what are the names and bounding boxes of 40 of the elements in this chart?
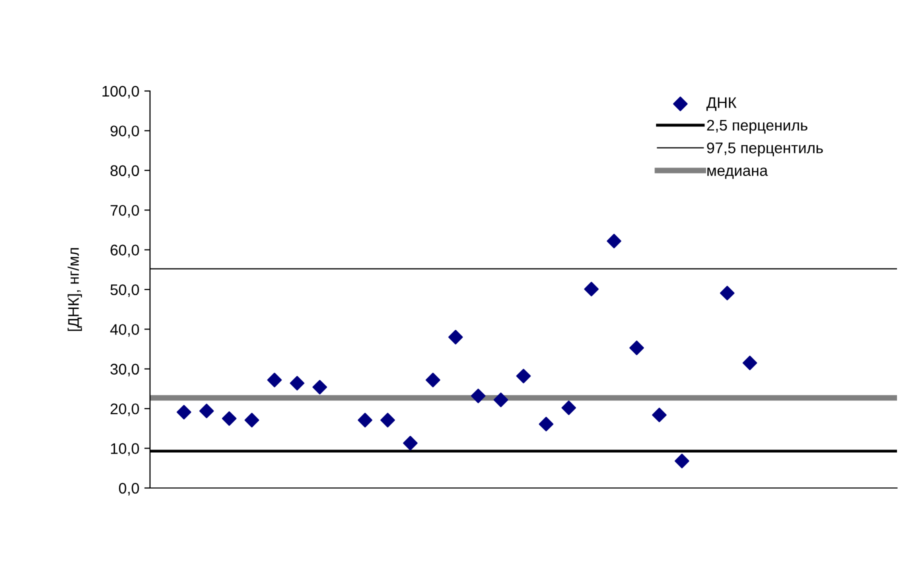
legend-label: 97,5 перцентиль	[707, 142, 823, 156]
point	[380, 412, 395, 428]
point	[222, 411, 237, 426]
legend-label: ДНК	[706, 97, 737, 111]
point	[403, 436, 418, 450]
point	[290, 376, 304, 390]
point	[470, 388, 486, 404]
y-tick-label: 70,0	[110, 204, 139, 218]
point	[742, 356, 758, 370]
point	[358, 412, 372, 428]
point	[494, 392, 508, 408]
legend-label: 2,5 перцениль	[707, 120, 808, 134]
legend-label: медиана	[707, 168, 768, 179]
y-tick-label: 40,0	[110, 324, 139, 337]
y-tick-label: 50,0	[110, 284, 139, 297]
point	[244, 412, 260, 428]
y-tick-label: 10,0	[111, 443, 139, 456]
point	[426, 372, 440, 388]
y-tick-label: 0,0	[118, 482, 139, 496]
y-tick-label: 20,0	[110, 403, 139, 416]
y-tick-label: 30,0	[110, 364, 139, 376]
y-tick-label: 100,0	[102, 86, 139, 98]
point	[720, 286, 735, 300]
point	[267, 372, 282, 388]
point	[629, 340, 644, 356]
y-tick-label: 90,0	[110, 126, 139, 138]
point	[199, 404, 214, 418]
point	[516, 368, 531, 384]
point	[606, 234, 622, 248]
y-tick-label: 80,0	[110, 165, 139, 178]
point	[561, 400, 576, 416]
point	[674, 454, 690, 468]
point	[312, 380, 328, 394]
point	[584, 282, 599, 296]
y-tick-label: 60,0	[110, 244, 139, 258]
point	[652, 408, 667, 422]
point	[448, 330, 463, 344]
point	[538, 416, 554, 432]
point	[176, 404, 192, 420]
y-axis-title: [ДНК], нг/мл	[68, 248, 82, 331]
